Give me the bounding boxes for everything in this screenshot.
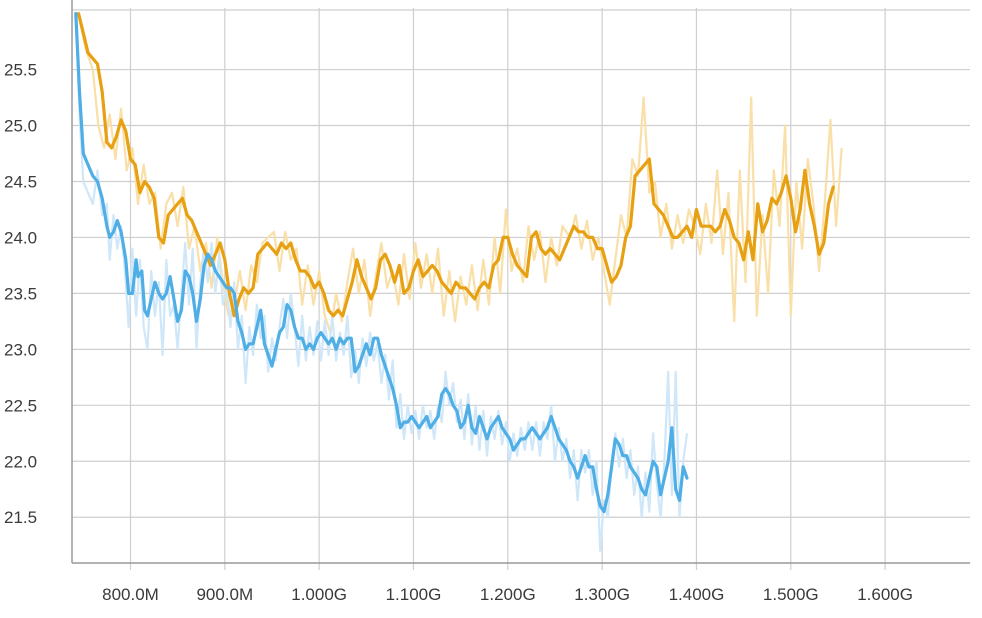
- x-tick-label: 1.100G: [386, 585, 442, 604]
- y-tick-label: 23.5: [4, 284, 37, 303]
- y-tick-label: 25.0: [4, 117, 37, 136]
- x-tick-label: 1.500G: [763, 585, 819, 604]
- axis-layer: [71, 0, 970, 564]
- x-tick-label: 1.000G: [291, 585, 347, 604]
- x-tick-label: 1.600G: [857, 585, 913, 604]
- x-tick-label: 1.300G: [574, 585, 630, 604]
- x-tick-label: 1.200G: [480, 585, 536, 604]
- y-tick-label: 24.5: [4, 172, 37, 191]
- series-line-1: [74, 12, 689, 514]
- series-layer: [74, 12, 835, 514]
- y-tick-label: 21.5: [4, 508, 37, 527]
- y-tick-label: 22.5: [4, 396, 37, 415]
- y-tick-label: 24.0: [4, 228, 37, 247]
- x-tick-label: 800.0M: [102, 585, 159, 604]
- x-tick-label: 900.0M: [196, 585, 253, 604]
- y-tick-label: 23.0: [4, 340, 37, 359]
- tick-label-layer: 21.5 22.0 22.5 23.0 23.5 24.0 24.5 25.0 25.5 800.…: [4, 61, 913, 604]
- y-tick-label: 22.0: [4, 452, 37, 471]
- y-tick-label: 25.5: [4, 61, 37, 80]
- grid-layer: [72, 8, 970, 570]
- x-tick-label: 1.400G: [669, 585, 725, 604]
